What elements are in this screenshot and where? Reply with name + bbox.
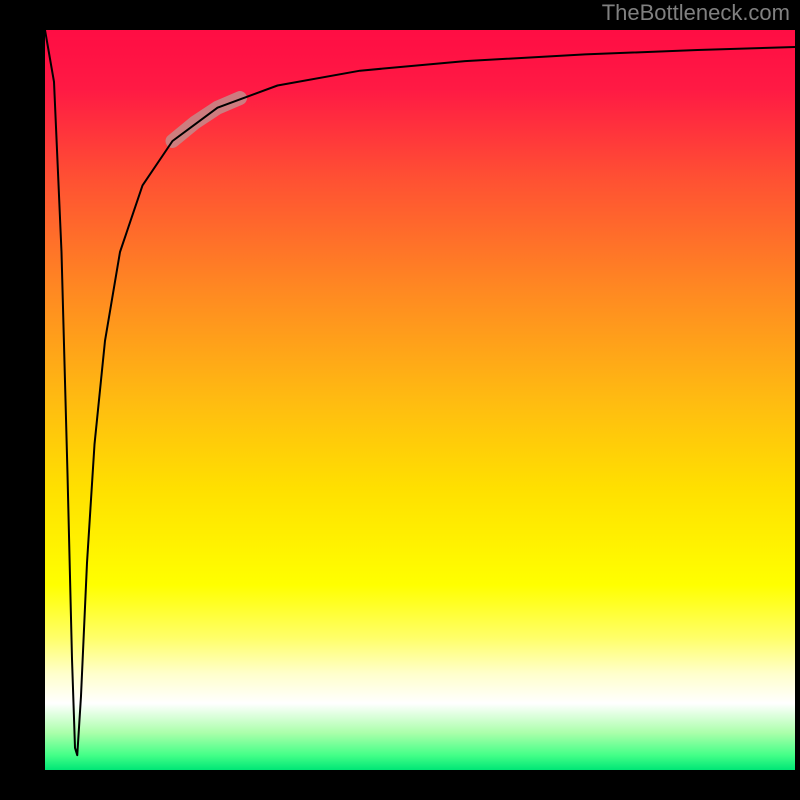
bottleneck-chart	[45, 30, 795, 770]
chart-background	[45, 30, 795, 770]
watermark-text: TheBottleneck.com	[602, 0, 790, 26]
chart-svg	[45, 30, 795, 770]
